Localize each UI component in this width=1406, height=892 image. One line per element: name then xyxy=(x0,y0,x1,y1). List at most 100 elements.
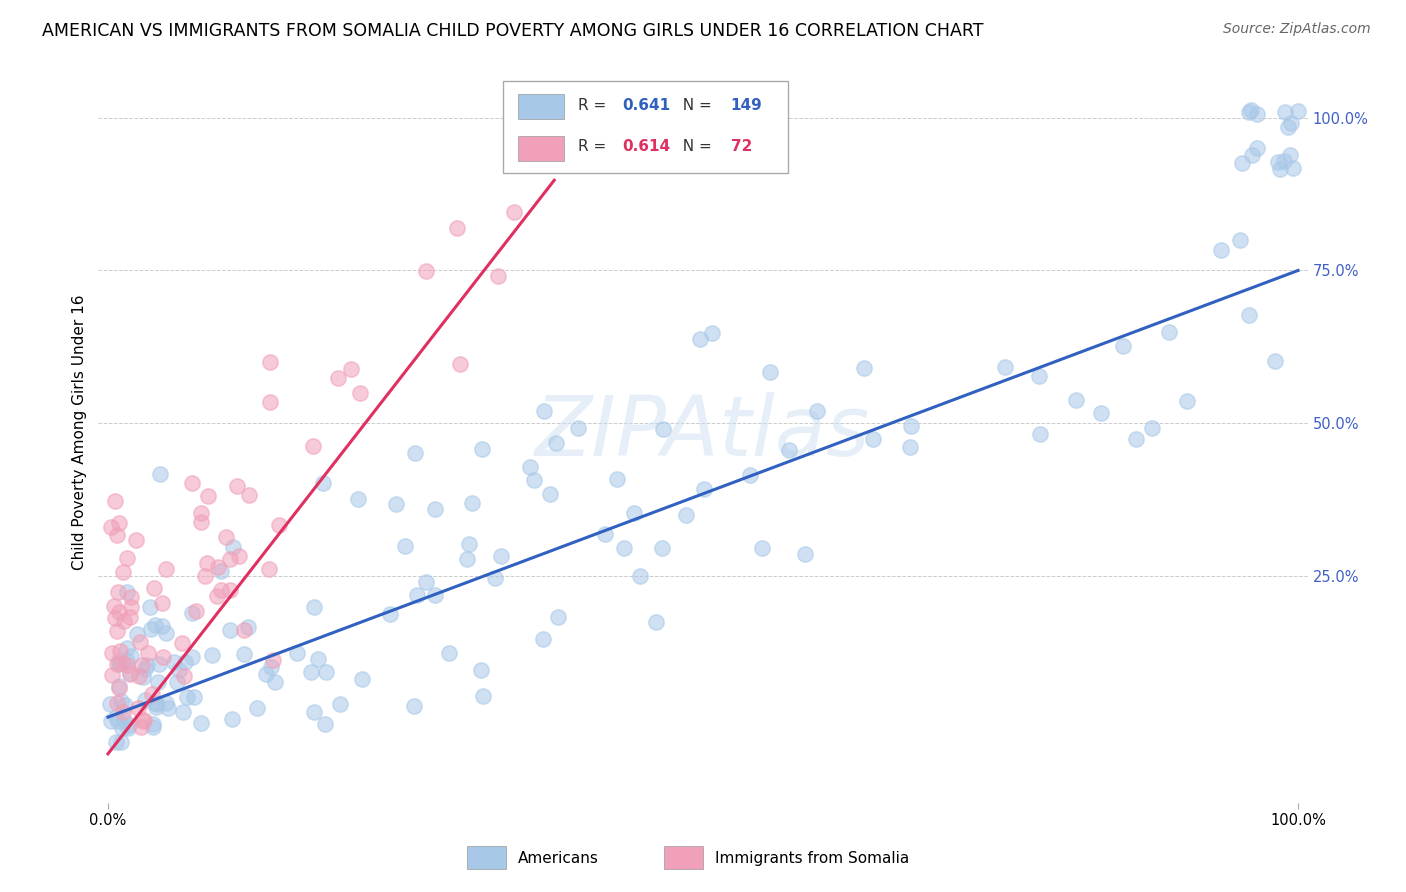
Point xyxy=(651,541,673,556)
Point xyxy=(176,690,198,705)
Point xyxy=(114,698,136,712)
Point xyxy=(148,657,170,672)
Bar xyxy=(517,95,564,120)
Point xyxy=(120,600,142,615)
Point xyxy=(207,560,229,574)
Point xyxy=(129,720,152,734)
Point xyxy=(190,506,212,520)
Point xyxy=(439,646,461,660)
Point xyxy=(110,694,132,708)
Point xyxy=(103,599,125,613)
Point xyxy=(1246,107,1268,121)
Point xyxy=(446,221,468,235)
Point xyxy=(125,627,148,641)
Point xyxy=(98,697,121,711)
Point xyxy=(105,696,128,710)
Point xyxy=(112,614,135,628)
Point xyxy=(304,600,326,615)
Point xyxy=(1239,103,1261,117)
Point xyxy=(238,488,260,502)
Point xyxy=(145,700,167,714)
Point xyxy=(108,605,131,619)
Point xyxy=(173,655,195,669)
Point xyxy=(523,473,546,487)
Point xyxy=(186,604,208,618)
Point xyxy=(1278,147,1301,161)
Point xyxy=(209,582,232,597)
Point xyxy=(218,623,240,637)
Point xyxy=(167,663,190,677)
Point xyxy=(225,479,247,493)
Point xyxy=(1064,393,1087,408)
Point xyxy=(486,269,509,284)
Point xyxy=(132,714,155,728)
Text: ZIPAtlas: ZIPAtlas xyxy=(536,392,870,473)
Point xyxy=(489,549,512,564)
Point xyxy=(118,666,141,681)
Point xyxy=(533,403,555,417)
Point xyxy=(181,606,204,620)
Point xyxy=(394,539,416,553)
Point xyxy=(1028,368,1050,383)
Point xyxy=(384,498,406,512)
Point xyxy=(134,662,156,676)
Point xyxy=(132,670,155,684)
Point xyxy=(142,717,165,731)
Point xyxy=(1028,427,1050,442)
Point xyxy=(149,467,172,482)
Point xyxy=(299,665,322,680)
Point xyxy=(115,654,138,668)
Point xyxy=(150,597,173,611)
Text: N =: N = xyxy=(673,98,717,113)
Point xyxy=(606,472,628,486)
Point xyxy=(197,489,219,503)
Point xyxy=(472,689,495,703)
Point xyxy=(111,721,134,735)
Point xyxy=(315,665,337,679)
Point xyxy=(155,696,177,710)
Point xyxy=(219,583,242,598)
Point xyxy=(675,508,697,523)
Text: 149: 149 xyxy=(731,98,762,113)
Point xyxy=(461,496,484,510)
Point xyxy=(221,712,243,726)
Point xyxy=(806,403,828,417)
Point xyxy=(105,528,128,542)
Text: 0.641: 0.641 xyxy=(621,98,671,113)
Point xyxy=(254,667,277,681)
Point xyxy=(758,366,780,380)
Point xyxy=(900,418,922,433)
Text: Source: ZipAtlas.com: Source: ZipAtlas.com xyxy=(1223,22,1371,37)
Point xyxy=(124,533,146,547)
Point xyxy=(1237,308,1260,322)
Point xyxy=(104,734,127,748)
Point xyxy=(630,569,652,583)
Point xyxy=(197,556,219,570)
Point xyxy=(139,600,162,615)
Point xyxy=(232,647,254,661)
Point xyxy=(170,636,193,650)
Point xyxy=(470,663,492,677)
Point xyxy=(207,590,229,604)
Point xyxy=(172,705,194,719)
Point xyxy=(1140,421,1163,435)
Point xyxy=(264,675,287,690)
Point xyxy=(702,326,724,340)
Point xyxy=(259,395,281,409)
Point xyxy=(101,646,124,660)
Point xyxy=(314,716,336,731)
Y-axis label: Child Poverty Among Girls Under 16: Child Poverty Among Girls Under 16 xyxy=(72,295,87,570)
Point xyxy=(652,422,675,436)
Point xyxy=(152,650,174,665)
Point xyxy=(117,721,139,735)
Point xyxy=(100,714,122,728)
Point xyxy=(471,442,494,457)
Point xyxy=(900,440,922,454)
Point xyxy=(100,520,122,534)
Point xyxy=(107,516,129,531)
Point xyxy=(148,674,170,689)
Point xyxy=(117,584,139,599)
Point xyxy=(547,610,569,624)
Point xyxy=(221,540,243,554)
Point xyxy=(852,360,875,375)
